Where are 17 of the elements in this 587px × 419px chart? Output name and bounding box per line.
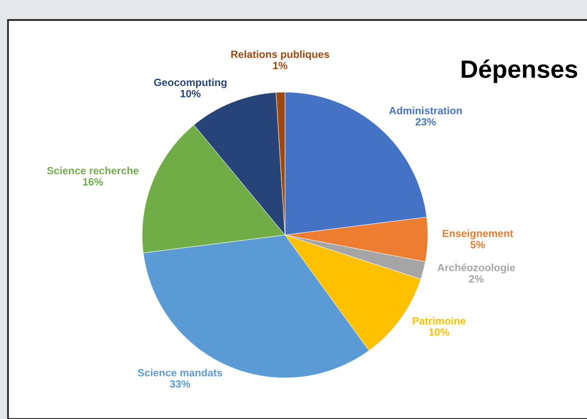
data-label: 5% [470,241,485,248]
chart-title: Dépenses [462,59,578,83]
data-label: 33% [170,380,190,388]
slice-label: Geocomputing [154,78,226,88]
slice-label: Patrimoine [412,316,466,325]
data-label: 10% [429,328,450,336]
data-label: 2% [469,275,484,283]
slice-label: Relations publiques [231,50,330,60]
slice-label: Administration [389,106,462,114]
data-label: 16% [83,178,104,186]
slice-label: Science recherche [47,166,139,174]
slice-label: Science mandats [138,368,222,376]
slice-label: Enseignement [442,229,514,240]
data-label: 23% [416,118,436,126]
data-label: 10% [180,90,201,98]
slice-label: Archéozoologie [437,264,515,274]
data-label: 1% [273,62,288,70]
